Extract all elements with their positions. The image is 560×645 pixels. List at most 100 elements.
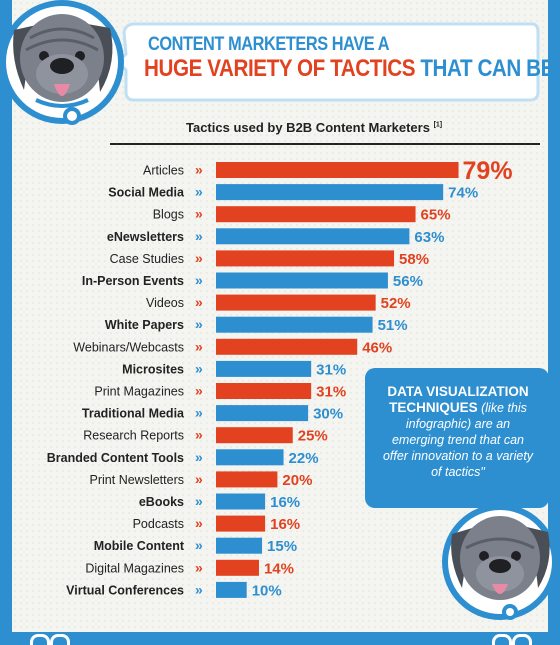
bar — [216, 338, 358, 355]
bar — [216, 316, 373, 333]
value-label: 15% — [267, 538, 297, 555]
bar-marker: » — [195, 449, 203, 465]
value-label: 30% — [313, 406, 343, 423]
value-label: 51% — [378, 317, 408, 334]
category-label: Traditional Media — [82, 407, 185, 421]
header-banner — [118, 22, 540, 102]
value-label: 31% — [316, 361, 346, 378]
category-label: White Papers — [105, 318, 184, 332]
value-label: 65% — [421, 207, 451, 224]
category-label: Articles — [143, 164, 184, 178]
callout-bold: DATA VISUALIZATION TECHNIQUES — [387, 384, 529, 415]
chart-title-note: [1] — [433, 121, 443, 129]
category-label: In-Person Events — [82, 274, 184, 288]
bar-marker: » — [195, 338, 203, 354]
bar — [216, 162, 459, 178]
bar — [216, 294, 376, 311]
bar — [216, 493, 266, 510]
category-label: Print Magazines — [94, 385, 184, 399]
chart-title-text: Tactics used by B2B Content Marketers — [186, 120, 430, 135]
ring-decoration — [512, 634, 532, 645]
value-label: 25% — [298, 428, 328, 445]
callout-body: (like this infographic) are an emerging … — [382, 401, 534, 479]
value-label: 22% — [289, 450, 319, 467]
bar — [216, 581, 247, 598]
category-label: Microsites — [122, 362, 184, 376]
title-underline — [110, 143, 540, 145]
dog-mascot-icon — [0, 0, 124, 125]
bar-marker: » — [195, 250, 203, 266]
ring-decoration — [492, 634, 512, 645]
bar-marker: » — [195, 537, 203, 553]
bar-marker: » — [195, 471, 203, 487]
category-label: Mobile Content — [94, 539, 185, 553]
ring-decoration — [30, 634, 50, 645]
bar-marker: » — [195, 383, 203, 399]
category-label: Case Studies — [110, 252, 184, 266]
bar — [216, 360, 312, 377]
bar-marker: » — [195, 294, 203, 310]
bar-marker: » — [195, 581, 203, 597]
bar — [216, 405, 309, 422]
bottom-stripe — [0, 632, 560, 645]
bar — [216, 383, 312, 399]
chart-title: Tactics used by B2B Content Marketers [1… — [186, 120, 442, 135]
bar — [216, 515, 266, 532]
bar — [216, 228, 410, 245]
category-label: Social Media — [108, 186, 185, 200]
page-title-line1: CONTENT MARKETERS HAVE A — [148, 34, 390, 55]
bar — [216, 449, 284, 466]
bar — [216, 427, 293, 444]
value-label: 63% — [414, 229, 444, 246]
dog-mascot-icon — [442, 504, 558, 620]
bar — [216, 184, 444, 201]
value-label: 31% — [316, 384, 346, 401]
bar-marker: » — [195, 228, 203, 244]
category-label: Research Reports — [83, 429, 184, 443]
callout-text: DATA VISUALIZATION TECHNIQUES (like this… — [379, 384, 537, 480]
bar-marker: » — [195, 184, 203, 200]
bar — [216, 206, 416, 223]
value-label: 16% — [270, 516, 300, 533]
category-label: eNewsletters — [107, 230, 184, 244]
bar — [216, 559, 259, 576]
callout-box: DATA VISUALIZATION TECHNIQUES (like this… — [365, 368, 549, 508]
value-label: 79% — [463, 157, 513, 185]
category-label: Branded Content Tools — [47, 451, 184, 465]
bar-marker: » — [195, 206, 203, 222]
bar-marker: » — [195, 427, 203, 443]
value-label: 58% — [399, 251, 429, 268]
value-label: 10% — [252, 582, 282, 599]
category-label: Webinars/Webcasts — [73, 340, 184, 354]
value-label: 16% — [270, 494, 300, 511]
category-label: Videos — [146, 296, 184, 310]
bar — [216, 250, 395, 267]
value-label: 52% — [381, 295, 411, 312]
category-label: Print Newsletters — [90, 473, 184, 487]
value-label: 46% — [362, 339, 392, 356]
bar-marker: » — [195, 272, 203, 288]
bar-marker: » — [195, 162, 203, 178]
value-label: 20% — [282, 472, 312, 489]
bar-marker: » — [195, 360, 203, 376]
ring-decoration — [50, 634, 70, 645]
bar-marker: » — [195, 559, 203, 575]
title-rest: THAT CAN BE UTILIZED — [420, 55, 560, 82]
title-highlight: HUGE VARIETY OF TACTICS — [144, 55, 416, 82]
page-title-line2: HUGE VARIETY OF TACTICS THAT CAN BE UTIL… — [144, 55, 560, 83]
category-label: Digital Magazines — [85, 561, 184, 575]
value-label: 14% — [264, 560, 294, 577]
bar-marker: » — [195, 405, 203, 421]
bar-marker: » — [195, 515, 203, 531]
bar-marker: » — [195, 316, 203, 332]
bar — [216, 471, 278, 488]
value-label: 74% — [448, 185, 478, 202]
category-label: Podcasts — [133, 517, 184, 531]
bar — [216, 537, 263, 554]
category-label: Blogs — [153, 208, 184, 222]
bar-marker: » — [195, 493, 203, 509]
category-label: Virtual Conferences — [66, 583, 184, 597]
bar — [216, 272, 388, 289]
